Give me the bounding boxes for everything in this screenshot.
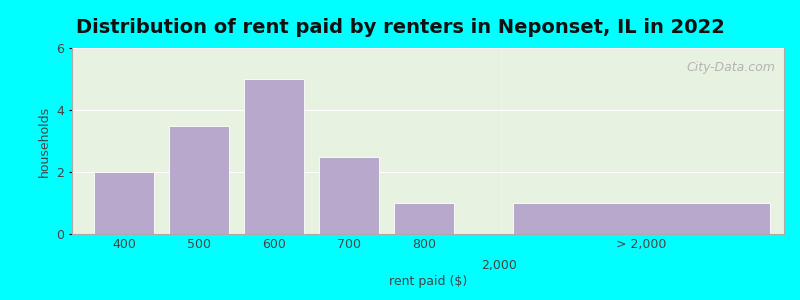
Bar	[94, 172, 154, 234]
Bar	[244, 79, 304, 234]
Bar	[170, 125, 230, 234]
Text: City-Data.com: City-Data.com	[686, 61, 775, 74]
Bar	[319, 157, 379, 234]
Text: Distribution of rent paid by renters in Neponset, IL in 2022: Distribution of rent paid by renters in …	[75, 18, 725, 37]
Y-axis label: households: households	[38, 105, 51, 177]
Bar	[514, 203, 770, 234]
Text: rent paid ($): rent paid ($)	[389, 275, 467, 288]
Bar	[394, 203, 454, 234]
Text: 2,000: 2,000	[482, 259, 517, 272]
